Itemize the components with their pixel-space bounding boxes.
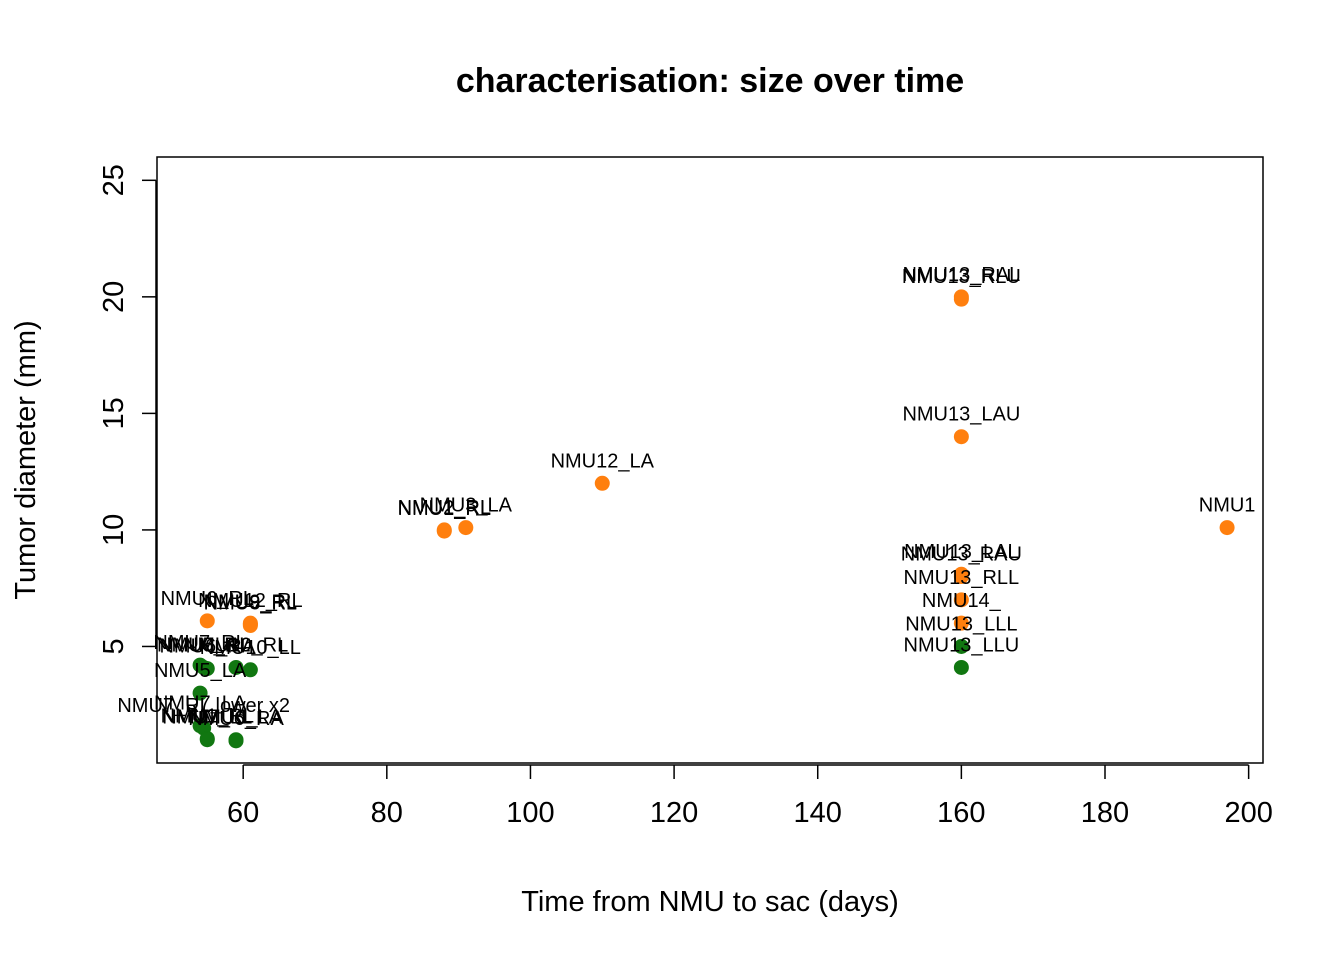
data-points (192, 289, 1235, 749)
data-point-label: NMU5_LA (154, 660, 247, 682)
data-point-label: NMU2_RL (398, 497, 491, 519)
data-point-label: NMU13_RAU (901, 544, 1022, 566)
data-point (192, 685, 208, 701)
data-point (953, 429, 969, 445)
y-tick-label: 25 (98, 164, 130, 196)
x-tick-label: 100 (506, 797, 554, 829)
data-point-label: NMU6_RA (159, 636, 255, 658)
data-point-label: NMU7_RL lower x2 (117, 695, 290, 717)
data-point (458, 520, 474, 536)
data-point-label: NMU1_RL (161, 706, 254, 728)
data-point-label: NMU9_RL (204, 591, 297, 613)
data-point-label: NMU7_RL (153, 632, 246, 654)
y-tick-label: 15 (98, 397, 130, 429)
data-point-label: NMU12_LA (551, 450, 655, 472)
y-tick-label: 5 (98, 638, 130, 654)
data-point-label: NMU7_LL (162, 707, 252, 729)
data-point-label: NMU13_LAL (904, 541, 1019, 563)
data-point (1219, 520, 1235, 536)
data-point-label: NMU1 (1199, 495, 1256, 517)
data-point-label: NMU6_RA (188, 708, 284, 730)
data-point-label: NMU8_RL (204, 592, 297, 614)
data-point (242, 617, 258, 633)
plot-frame (156, 156, 1264, 764)
x-tick-label: 140 (794, 797, 842, 829)
data-point (199, 613, 215, 629)
data-point-label: NMU13_LAU (902, 404, 1020, 426)
data-point (242, 662, 258, 678)
data-point-label: NMU1_RL (398, 498, 491, 520)
data-point (228, 733, 244, 749)
data-point (199, 661, 215, 677)
x-axis-label: Time from NMU to sac (days) (521, 886, 899, 918)
x-axis: 60 80 100 120 140 160 180 200 (227, 764, 1273, 829)
data-point (953, 638, 969, 654)
x-tick-label: 200 (1224, 797, 1272, 829)
y-axis-label: Tumor diameter (mm) (10, 320, 42, 599)
data-point-label: NMU13_RLU (902, 266, 1021, 288)
data-point (199, 732, 215, 748)
data-point (953, 659, 969, 675)
data-point-label: NMU7_LA (154, 693, 247, 715)
x-tick-label: 180 (1081, 797, 1129, 829)
data-point-label: NMU5_RL (157, 634, 250, 656)
point-labels: NMU6_RLNMU12_RLNMU9_RLNMU8_RLNMU2_RLNMU1… (117, 264, 1255, 730)
x-tick-label: 160 (937, 797, 985, 829)
data-point (953, 569, 969, 585)
data-point (953, 592, 969, 608)
y-tick-label: 10 (98, 514, 130, 546)
data-point (594, 475, 610, 491)
y-tick-label: 20 (98, 281, 130, 313)
chart-title: characterisation: size over time (456, 62, 964, 100)
y-axis: 5 10 15 20 25 (98, 164, 157, 655)
data-point-label: NMU10_LL (200, 637, 301, 659)
data-point-label: NMU13_LLL (905, 613, 1017, 635)
data-point (953, 291, 969, 307)
data-point (953, 615, 969, 631)
x-tick-label: 120 (650, 797, 698, 829)
data-point-label: NMU13_LLU (904, 634, 1020, 656)
data-point-label: NMU6_LA (190, 707, 283, 729)
data-point-label: NMU13_RLL (904, 567, 1020, 589)
data-point-label: NMU10_RL (184, 634, 288, 656)
data-point-label: NMU12_RL (198, 590, 302, 612)
data-point-label: NMU3_LA (420, 495, 513, 517)
data-point (228, 659, 244, 675)
data-point-label: NMU14_ (922, 590, 1002, 612)
x-tick-label: 80 (371, 797, 403, 829)
data-point (436, 523, 452, 539)
data-point-label: NMU6_RL (161, 588, 254, 610)
x-tick-label: 60 (227, 797, 259, 829)
data-point-label: NMU13_RAL (902, 264, 1020, 286)
